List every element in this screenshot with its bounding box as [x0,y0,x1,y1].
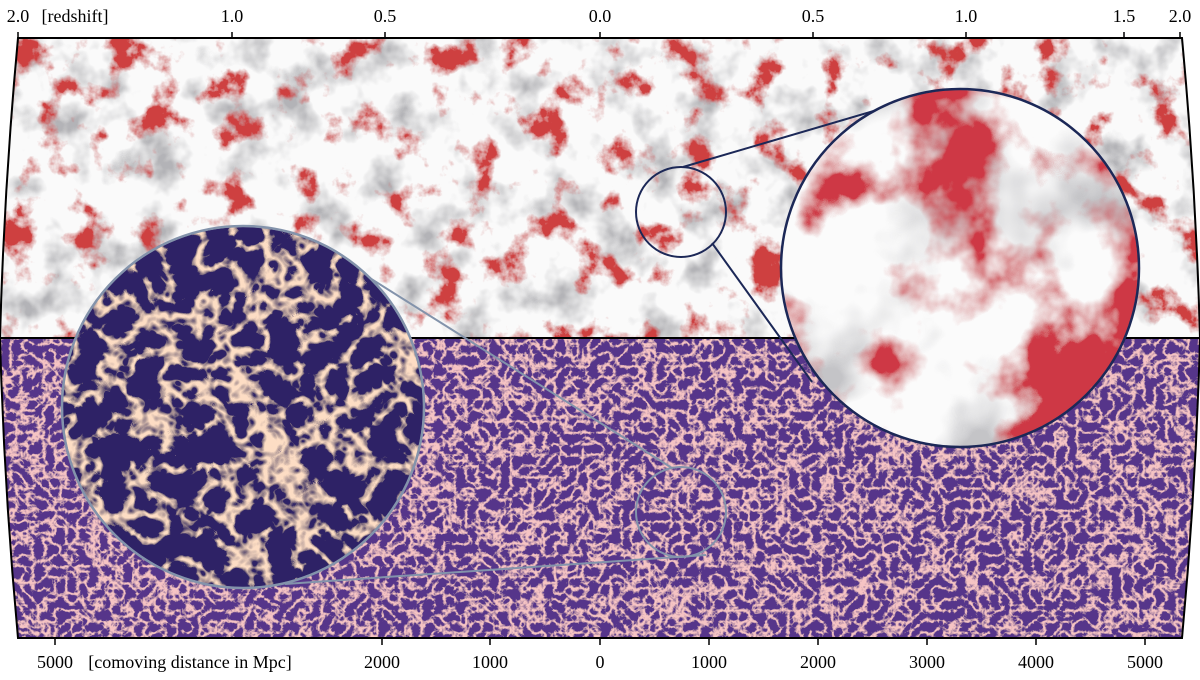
frame [0,37,1200,639]
bottom-tick-label: 3000 [909,652,945,672]
top-tick-label: 2.0 [7,6,30,26]
top-tick-label: 1.5 [1113,6,1136,26]
bottom-axis-label: [comoving distance in Mpc] [88,652,291,672]
bottom-tick-label: 2000 [364,652,400,672]
top-tick-label: 0.0 [589,6,612,26]
top-tick-label: 0.5 [802,6,825,26]
top-tick-label: 1.0 [221,6,244,26]
top-tick-label: 1.0 [955,6,978,26]
bottom-tick-label: 4000 [1018,652,1054,672]
bottom-tick-label: 2000 [800,652,836,672]
bottom-panel [0,338,1200,638]
bottom-tick-label: 0 [596,652,605,672]
top-axis-label: [redshift] [42,6,109,26]
bottom-tick-label: 1000 [691,652,727,672]
bottom-zoom [60,224,727,590]
bottom-tick-label: 1000 [472,652,508,672]
top-zoom [635,87,1141,449]
top-tick-label: 2.0 [1169,6,1192,26]
top-tick-label: 0.5 [374,6,397,26]
top-panel [0,38,1200,338]
bottom-tick-label: 5000 [1127,652,1163,672]
bottom-tick-label: 5000 [37,652,73,672]
